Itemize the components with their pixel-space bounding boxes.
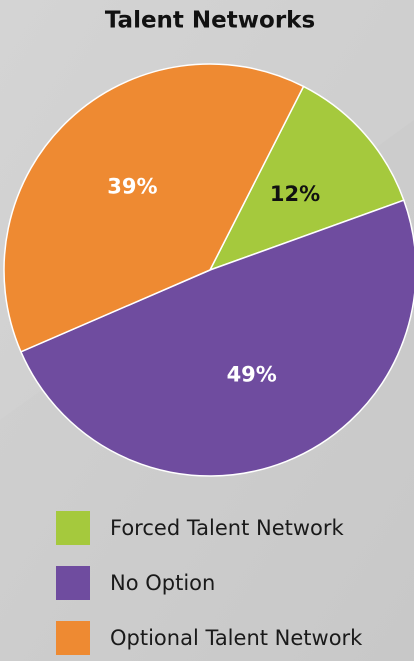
pie-slice bbox=[19, 199, 414, 477]
data-label: 49% bbox=[227, 362, 277, 386]
legend-label: Optional Talent Network bbox=[110, 626, 363, 650]
legend-swatch bbox=[56, 621, 90, 655]
data-label: 12% bbox=[270, 182, 320, 206]
chart-title: Talent Networks bbox=[105, 8, 315, 34]
pie-slice bbox=[208, 85, 405, 272]
legend-swatch bbox=[56, 566, 90, 600]
legend-swatch bbox=[56, 511, 90, 545]
pie-slice bbox=[3, 63, 305, 353]
data-label: 39% bbox=[107, 174, 157, 198]
legend-label: No Option bbox=[110, 571, 215, 595]
legend-label: Forced Talent Network bbox=[110, 516, 345, 540]
